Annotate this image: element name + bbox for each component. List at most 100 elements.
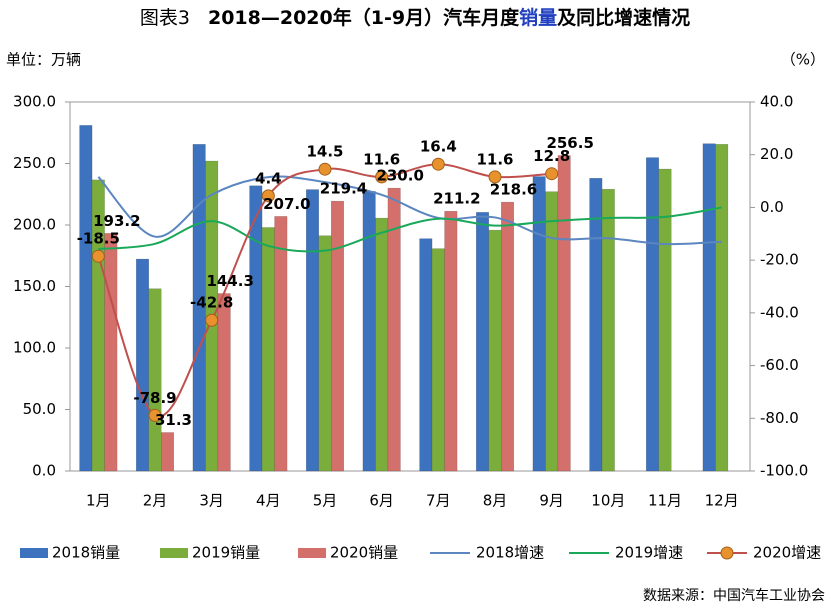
line	[97, 175, 722, 246]
bar	[274, 216, 288, 472]
y2-tick-label: 0.0	[760, 198, 784, 216]
bar	[545, 191, 559, 472]
legend-label: 2019销量	[192, 544, 260, 562]
marker	[431, 157, 445, 171]
data-label: -78.9	[133, 389, 176, 407]
y2-tick-label: -40.0	[760, 303, 799, 321]
legend-label: 2018增速	[476, 544, 544, 562]
x-tick-label: 5月	[313, 492, 338, 510]
bar	[375, 217, 389, 472]
y-tick-label: 200.0	[13, 216, 56, 234]
marker	[91, 249, 105, 263]
y-tick-label: 300.0	[13, 93, 56, 111]
bar	[387, 187, 401, 472]
legend-label: 2020增速	[753, 544, 821, 562]
data-label: -18.5	[77, 230, 120, 248]
y2-unit: （%）	[781, 51, 825, 69]
data-label: 230.0	[376, 167, 423, 185]
data-label: 11.6	[363, 150, 400, 168]
marker	[545, 167, 559, 181]
marker	[205, 313, 219, 327]
line	[98, 206, 722, 253]
y-tick-label: 150.0	[13, 277, 56, 295]
bar	[431, 248, 445, 472]
bar	[261, 227, 275, 472]
data-label: -42.8	[190, 294, 233, 312]
x-tick-label: 9月	[539, 492, 564, 510]
x-tick-label: 6月	[369, 492, 394, 510]
source: 数据来源：中国汽车工业协会	[643, 587, 825, 604]
bar	[148, 288, 162, 472]
title-part: 销量	[519, 6, 557, 29]
bar	[362, 191, 376, 472]
data-label: 14.5	[306, 143, 343, 161]
bar	[658, 168, 672, 472]
bar	[476, 212, 489, 472]
bar	[702, 143, 716, 472]
data-label: 12.8	[533, 147, 570, 165]
y2-tick-label: -60.0	[760, 356, 799, 374]
x-tick-label: 4月	[256, 492, 281, 510]
bar	[306, 189, 319, 472]
legend-swatch	[160, 548, 188, 558]
bar	[646, 157, 659, 472]
legend-swatch	[298, 548, 326, 558]
data-label: 31.3	[155, 411, 192, 429]
bar	[217, 293, 231, 472]
bar	[601, 188, 615, 472]
title-part: 2018—2020年（1-9月）汽车月度	[208, 6, 520, 29]
y-tick-label: 250.0	[13, 154, 56, 172]
y-unit: 单位：万辆	[6, 51, 81, 69]
bar	[532, 176, 546, 472]
data-label: 256.5	[546, 134, 593, 152]
y-tick-label: 0.0	[32, 462, 56, 480]
x-tick-label: 2月	[143, 492, 168, 510]
marker	[318, 162, 332, 176]
title-part: 图表3	[140, 7, 190, 29]
bar	[501, 201, 514, 472]
bar	[136, 258, 149, 472]
marker	[148, 408, 162, 422]
legend-label: 2019增速	[615, 544, 683, 562]
data-label: 144.3	[206, 272, 253, 290]
y2-tick-label: 40.0	[760, 93, 793, 111]
bar	[444, 210, 458, 472]
bar	[104, 233, 118, 472]
x-tick-label: 7月	[426, 492, 451, 510]
bar	[488, 229, 502, 472]
bar	[79, 125, 93, 472]
bar	[419, 238, 433, 472]
data-label: 218.6	[490, 181, 537, 199]
marker	[488, 170, 502, 184]
bar	[589, 178, 603, 472]
y2-tick-label: -80.0	[760, 409, 799, 427]
y2-tick-label: -100.0	[760, 462, 808, 480]
x-tick-label: 1月	[86, 492, 111, 510]
data-label: 193.2	[93, 212, 140, 230]
x-tick-label: 3月	[199, 492, 224, 510]
bar	[557, 155, 571, 472]
chart-title: 图表3 2018—2020年（1-9月）汽车月度销量及同比增速情况	[140, 6, 690, 29]
legend-label: 2020销量	[330, 544, 398, 562]
y2-tick-label: 20.0	[760, 145, 793, 163]
bar	[161, 432, 174, 472]
legend-marker	[720, 546, 734, 560]
x-tick-label: 12月	[705, 492, 739, 510]
data-label: 211.2	[433, 190, 480, 208]
legend-swatch	[20, 548, 48, 558]
bar	[715, 144, 729, 472]
legend-label: 2018销量	[52, 544, 120, 562]
bar	[318, 235, 332, 472]
marker	[375, 170, 389, 184]
y-tick-label: 100.0	[13, 339, 56, 357]
title-part: 及同比增速情况	[557, 6, 690, 29]
y2-tick-label: -20.0	[760, 251, 799, 269]
bar	[331, 200, 344, 472]
data-label: 219.4	[320, 180, 367, 198]
y-tick-label: 50.0	[23, 400, 56, 418]
x-tick-label: 8月	[483, 492, 508, 510]
data-label: 207.0	[263, 195, 310, 213]
x-tick-label: 11月	[648, 492, 682, 510]
data-label: 4.4	[255, 169, 282, 187]
